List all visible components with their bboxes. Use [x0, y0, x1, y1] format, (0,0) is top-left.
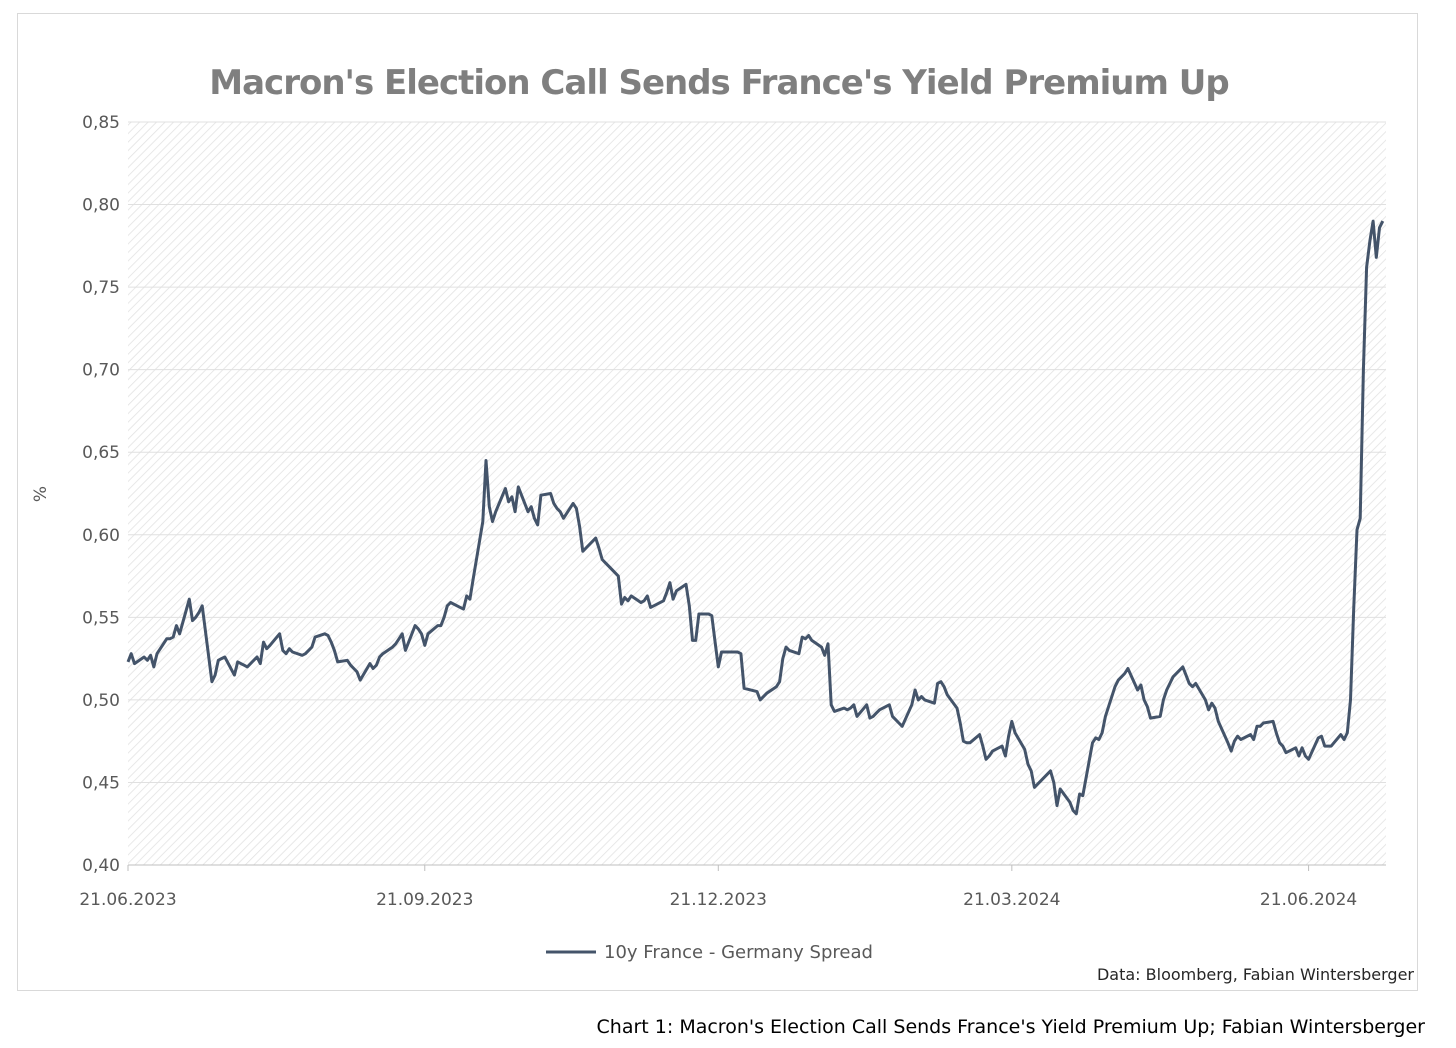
- x-tick-label: 21.09.2023: [376, 890, 473, 910]
- source-note: Data: Bloomberg, Fabian Wintersberger: [1097, 965, 1414, 984]
- y-tick-label: 0,70: [82, 361, 120, 381]
- figure-caption: Chart 1: Macron's Election Call Sends Fr…: [596, 1016, 1425, 1038]
- y-tick-label: 0,55: [82, 608, 120, 628]
- x-tick-label: 21.06.2023: [79, 890, 176, 910]
- chart-frame: Macron's Election Call Sends France's Yi…: [17, 13, 1418, 991]
- y-tick-label: 0,60: [82, 526, 120, 546]
- plot-area-hatch: [128, 122, 1386, 865]
- y-tick-label: 0,75: [82, 278, 120, 298]
- y-tick-labels: 0,40 0,45 0,50 0,55 0,60 0,65 0,70 0,75 0,80 0,85: [82, 113, 120, 876]
- x-tick-labels: 21.06.2023 21.09.2023 21.12.2023 21.03.2024…: [79, 865, 1357, 910]
- x-tick-label: 21.06.2024: [1260, 890, 1357, 910]
- y-tick-label: 0,40: [82, 856, 120, 876]
- y-axis-label: %: [31, 486, 51, 502]
- x-tick-label: 21.12.2023: [670, 890, 767, 910]
- y-tick-label: 0,80: [82, 196, 120, 216]
- legend-label: 10y France - Germany Spread: [604, 942, 873, 963]
- chart-title: Macron's Election Call Sends France's Yi…: [209, 63, 1228, 103]
- y-tick-label: 0,85: [82, 113, 120, 133]
- y-tick-label: 0,45: [82, 773, 120, 793]
- series-line-spread: [126, 219, 1385, 816]
- chart-svg: Macron's Election Call Sends France's Yi…: [31, 63, 1414, 984]
- x-tick-label: 21.03.2024: [963, 890, 1060, 910]
- y-tick-label: 0,65: [82, 443, 120, 463]
- grid-lines: [128, 121, 1386, 866]
- y-tick-label: 0,50: [82, 691, 120, 711]
